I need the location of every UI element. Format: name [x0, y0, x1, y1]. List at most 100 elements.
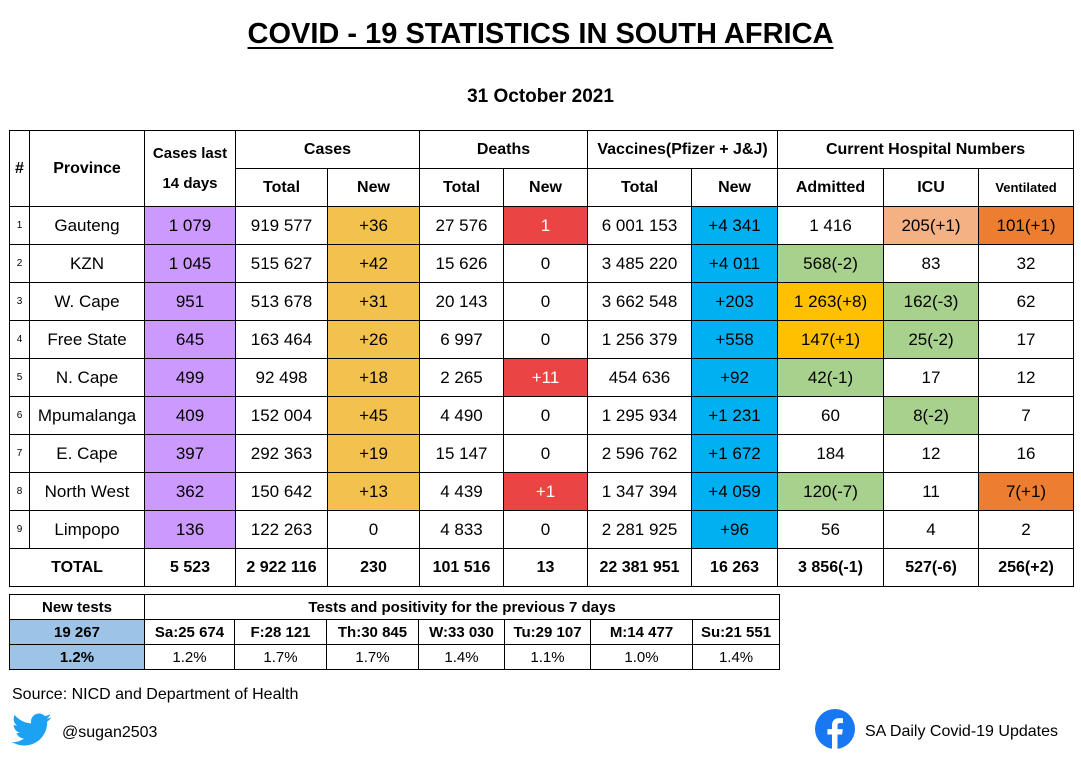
cases-14-days-cell: 1 045 [144, 244, 236, 283]
day-positivity-cell: 1.4% [691, 644, 781, 670]
cases-total-cell: 919 577 [235, 206, 328, 245]
day-tests-cell: Th:30 845 [326, 619, 419, 645]
source-note: Source: NICD and Department of Health [12, 686, 299, 703]
vaccines-total-cell: 3 662 548 [587, 282, 693, 321]
deaths-new-cell: +1 [502, 472, 589, 511]
deaths-new-cell: 0 [502, 320, 589, 359]
total-admitted: 3 856(-1) [777, 548, 885, 587]
cases-14-days-cell: 136 [144, 510, 236, 549]
province-header: Province [29, 130, 145, 207]
tests-header-row: New tests Tests and positivity for the p… [9, 594, 781, 620]
day-tests-cell: M:14 477 [590, 619, 693, 645]
ventilated-cell: 7 [978, 396, 1075, 435]
deaths-new-header: New [502, 168, 589, 207]
day-tests-cell: W:33 030 [418, 619, 505, 645]
total-icu: 527(-6) [883, 548, 980, 587]
total-deaths-new: 13 [502, 548, 589, 587]
icu-cell: 83 [883, 244, 980, 283]
table-row: 3 W. Cape 951 513 678 +31 20 143 0 3 662… [9, 282, 1075, 321]
day-positivity-cell: 1.7% [326, 644, 419, 670]
tests-table: New tests Tests and positivity for the p… [9, 594, 781, 670]
row-index: 6 [9, 396, 30, 435]
cases-total-cell: 152 004 [235, 396, 328, 435]
total-vaccines-new: 16 263 [691, 548, 779, 587]
vaccines-total-cell: 2 281 925 [587, 510, 693, 549]
vaccines-total-cell: 1 295 934 [587, 396, 693, 435]
row-index: 9 [9, 510, 30, 549]
deaths-new-cell: 0 [502, 434, 589, 473]
cases-14-days-cell: 951 [144, 282, 236, 321]
icu-cell: 162(-3) [883, 282, 980, 321]
table-row: 9 Limpopo 136 122 263 0 4 833 0 2 281 92… [9, 510, 1075, 549]
cases-total-cell: 292 363 [235, 434, 328, 473]
day-positivity-cell: 1.4% [418, 644, 505, 670]
header-row-2: Total New Total New Total New Admitted I… [10, 168, 1075, 207]
cases-total-cell: 515 627 [235, 244, 328, 283]
icu-cell: 4 [883, 510, 980, 549]
cases-14-days-cell: 1 079 [144, 206, 236, 245]
cases-14-days-cell: 499 [144, 358, 236, 397]
row-index: 8 [9, 472, 30, 511]
cases-total-cell: 150 642 [235, 472, 328, 511]
admitted-cell: 120(-7) [777, 472, 885, 511]
cases-header: Cases [235, 130, 420, 169]
admitted-cell: 184 [777, 434, 885, 473]
cases-new-cell: +19 [327, 434, 420, 473]
icu-cell: 17 [883, 358, 980, 397]
deaths-total-cell: 15 626 [419, 244, 504, 283]
twitter-icon [12, 713, 52, 752]
deaths-total-cell: 2 265 [419, 358, 504, 397]
deaths-new-cell: 1 [502, 206, 589, 245]
cases-14-days-cell: 397 [144, 434, 236, 473]
total-cases-new: 230 [327, 548, 420, 587]
cases-total-cell: 163 464 [235, 320, 328, 359]
new-tests-value: 19 267 [9, 619, 145, 645]
province-name: Gauteng [29, 206, 145, 245]
total-cases: 2 922 116 [235, 548, 328, 587]
admitted-header: Admitted [777, 168, 885, 207]
new-tests-header: New tests [9, 594, 145, 620]
cases-new-cell: +42 [327, 244, 420, 283]
province-name: Free State [29, 320, 145, 359]
twitter-credit: @sugan2503 [12, 713, 157, 752]
total-label: TOTAL [9, 548, 145, 587]
total-vaccines: 22 381 951 [587, 548, 693, 587]
admitted-cell: 1 416 [777, 206, 885, 245]
icu-header: ICU [883, 168, 980, 207]
cases-14-days-cell: 645 [144, 320, 236, 359]
admitted-cell: 56 [777, 510, 885, 549]
vaccines-total-cell: 1 347 394 [587, 472, 693, 511]
vaccines-new-cell: +558 [691, 320, 779, 359]
deaths-new-cell: 0 [502, 510, 589, 549]
ventilated-header: Ventilated [978, 168, 1075, 207]
province-name: E. Cape [29, 434, 145, 473]
province-name: Mpumalanga [29, 396, 145, 435]
total-row: TOTAL 5 523 2 922 116 230 101 516 13 22 … [9, 548, 1075, 587]
cases-total-header: Total [235, 168, 328, 207]
hospital-header: Current Hospital Numbers [777, 130, 1075, 169]
day-positivity-cell: 1.1% [504, 644, 591, 670]
cases-14-days-cell: 362 [144, 472, 236, 511]
icu-cell: 25(-2) [883, 320, 980, 359]
deaths-new-cell: 0 [502, 282, 589, 321]
day-tests-cell: F:28 121 [234, 619, 327, 645]
cases-total-cell: 122 263 [235, 510, 328, 549]
vaccines-new-header: New [691, 168, 779, 207]
table-row: 1 Gauteng 1 079 919 577 +36 27 576 1 6 0… [9, 206, 1075, 245]
vaccines-total-cell: 1 256 379 [587, 320, 693, 359]
ventilated-cell: 7(+1) [978, 472, 1075, 511]
admitted-cell: 60 [777, 396, 885, 435]
cases-new-header: New [327, 168, 420, 207]
ventilated-cell: 101(+1) [978, 206, 1075, 245]
cases-new-cell: +13 [327, 472, 420, 511]
province-name: N. Cape [29, 358, 145, 397]
cases-total-cell: 513 678 [235, 282, 328, 321]
report-date: 31 October 2021 [467, 86, 614, 107]
day-positivity-cell: 1.2% [144, 644, 235, 670]
vaccines-total-cell: 3 485 220 [587, 244, 693, 283]
deaths-total-cell: 20 143 [419, 282, 504, 321]
table-row: 7 E. Cape 397 292 363 +19 15 147 0 2 596… [9, 434, 1075, 473]
table-row: 5 N. Cape 499 92 498 +18 2 265 +11 454 6… [9, 358, 1075, 397]
admitted-cell: 147(+1) [777, 320, 885, 359]
deaths-new-cell: 0 [502, 244, 589, 283]
